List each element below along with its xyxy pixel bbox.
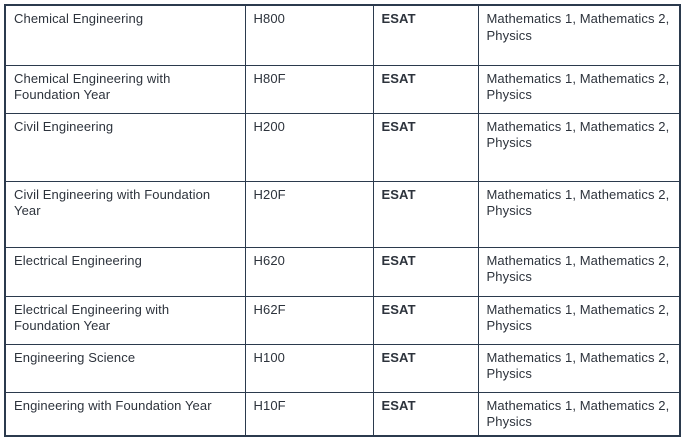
course-cell: Civil Engineering with Foundation Year (4, 180, 246, 248)
subjects-cell: Mathematics 1, Mathematics 2, Physics (477, 4, 681, 66)
subjects-cell: Mathematics 1, Mathematics 2, Physics (477, 64, 681, 114)
test-cell: ESAT (372, 391, 479, 437)
code-cell: H62F (244, 295, 374, 345)
code-cell: H800 (244, 4, 374, 66)
table-row: Electrical Engineering H620 ESAT Mathema… (4, 246, 681, 297)
test-cell: ESAT (372, 343, 479, 393)
code-cell: H10F (244, 391, 374, 437)
test-cell: ESAT (372, 64, 479, 114)
table-row: Electrical Engineering with Foundation Y… (4, 295, 681, 345)
subjects-cell: Mathematics 1, Mathematics 2, Physics (477, 246, 681, 297)
course-cell: Civil Engineering (4, 112, 246, 182)
table-row: Civil Engineering H200 ESAT Mathematics … (4, 112, 681, 182)
course-requirements-table: Chemical Engineering H800 ESAT Mathemati… (4, 4, 681, 437)
course-cell: Chemical Engineering with Foundation Yea… (4, 64, 246, 114)
course-cell: Engineering with Foundation Year (4, 391, 246, 437)
subjects-cell: Mathematics 1, Mathematics 2, Physics (477, 180, 681, 248)
test-cell: ESAT (372, 295, 479, 345)
table-row: Civil Engineering with Foundation Year H… (4, 180, 681, 248)
table-row: Chemical Engineering H800 ESAT Mathemati… (4, 4, 681, 66)
subjects-cell: Mathematics 1, Mathematics 2, Physics (477, 112, 681, 182)
table-row: Engineering Science H100 ESAT Mathematic… (4, 343, 681, 393)
subjects-cell: Mathematics 1, Mathematics 2, Physics (477, 343, 681, 393)
course-cell: Electrical Engineering with Foundation Y… (4, 295, 246, 345)
code-cell: H20F (244, 180, 374, 248)
code-cell: H200 (244, 112, 374, 182)
test-cell: ESAT (372, 246, 479, 297)
test-cell: ESAT (372, 4, 479, 66)
table-row: Chemical Engineering with Foundation Yea… (4, 64, 681, 114)
course-cell: Electrical Engineering (4, 246, 246, 297)
subjects-cell: Mathematics 1, Mathematics 2, Physics (477, 391, 681, 437)
test-cell: ESAT (372, 112, 479, 182)
code-cell: H100 (244, 343, 374, 393)
test-cell: ESAT (372, 180, 479, 248)
course-cell: Engineering Science (4, 343, 246, 393)
subjects-cell: Mathematics 1, Mathematics 2, Physics (477, 295, 681, 345)
table-row: Engineering with Foundation Year H10F ES… (4, 391, 681, 437)
course-cell: Chemical Engineering (4, 4, 246, 66)
code-cell: H620 (244, 246, 374, 297)
code-cell: H80F (244, 64, 374, 114)
